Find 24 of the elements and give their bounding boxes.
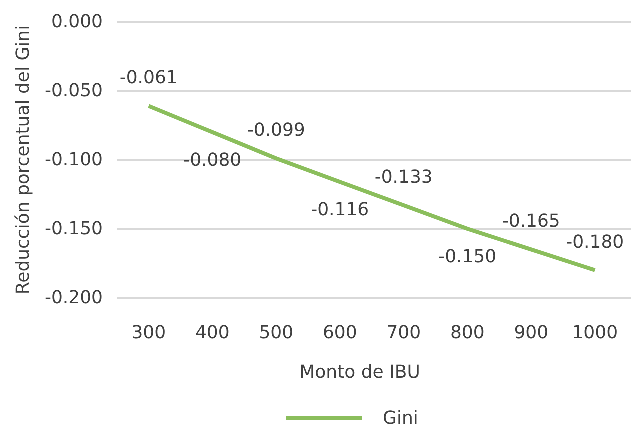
x-tick-label: 800: [450, 322, 485, 344]
data-label: -0.080: [184, 150, 242, 171]
x-axis-title: Monto de IBU: [300, 362, 420, 382]
data-label: -0.099: [247, 120, 306, 142]
legend-label: Gini: [383, 408, 418, 427]
x-tick-label: 600: [322, 322, 358, 344]
data-label: -0.165: [502, 211, 560, 232]
y-tick-label: 0.000: [51, 12, 103, 32]
x-tick-label: 700: [386, 322, 422, 344]
x-tick-label: 500: [259, 322, 294, 344]
x-tick-label: 400: [195, 322, 230, 344]
data-label: -0.116: [311, 200, 370, 221]
y-tick-label: -0.100: [44, 150, 103, 170]
data-label: -0.133: [374, 167, 433, 188]
x-tick-label: 300: [132, 322, 166, 344]
y-tick-label: -0.200: [44, 288, 103, 308]
y-tick-label: -0.150: [44, 218, 103, 240]
x-tick-label: 1000: [572, 322, 618, 344]
y-axis-title: Reducción porcentual del Gini: [12, 25, 34, 295]
y-tick-label: -0.050: [44, 80, 103, 102]
data-label: -0.150: [438, 246, 497, 268]
x-tick-label: 900: [514, 322, 549, 344]
data-label: -0.061: [120, 68, 178, 89]
data-label: -0.180: [566, 232, 624, 253]
